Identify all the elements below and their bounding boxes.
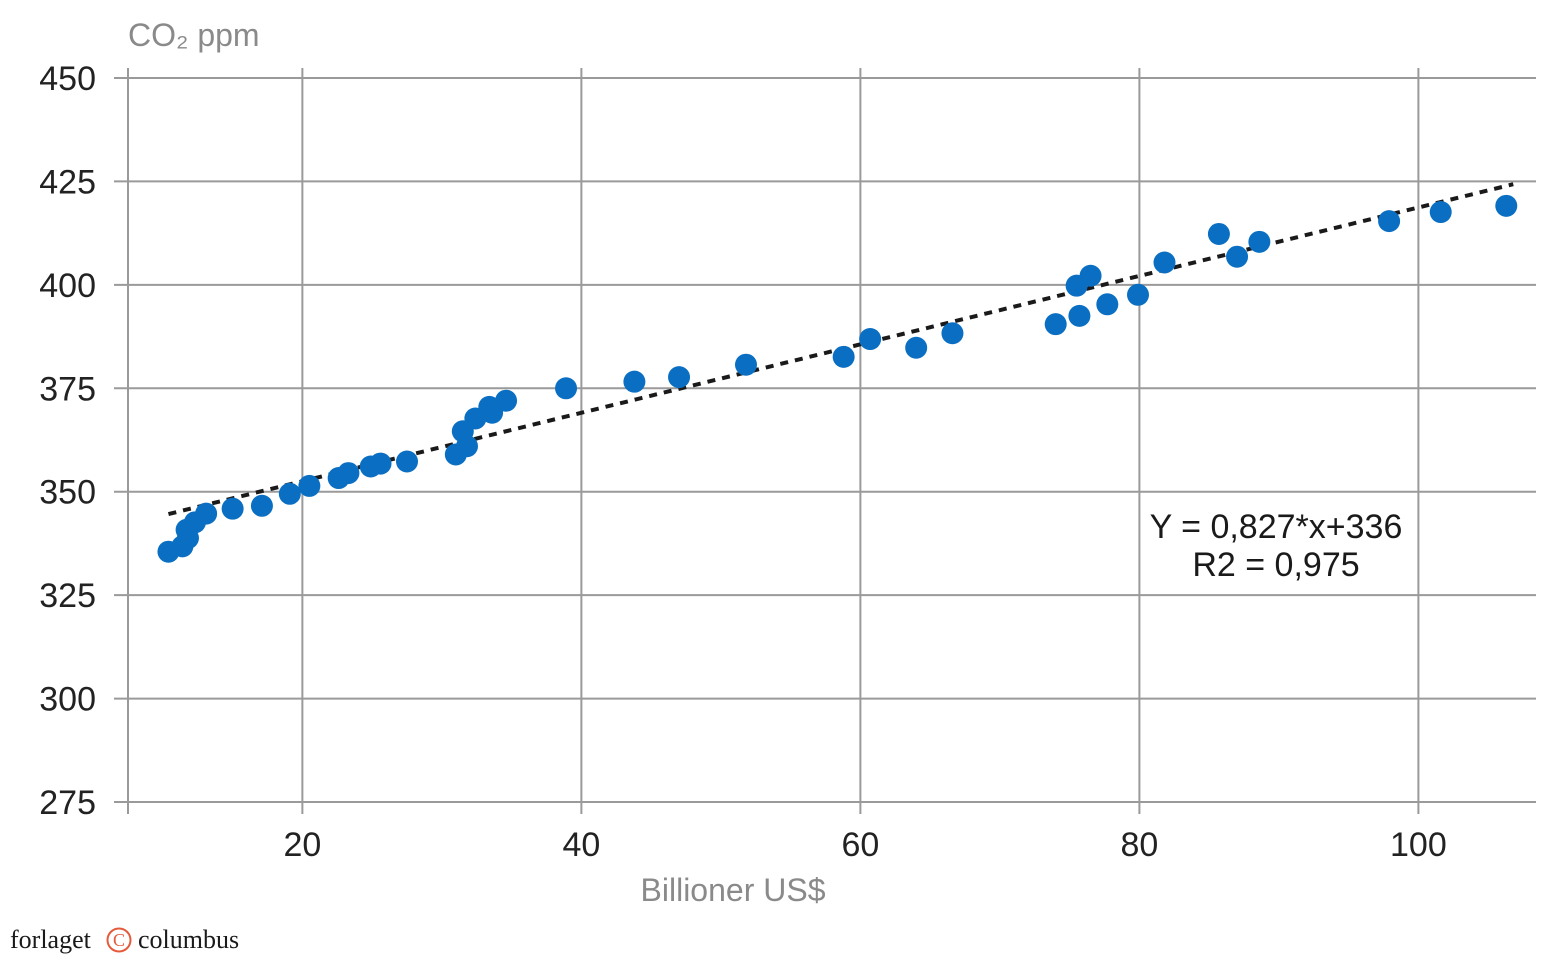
data-point	[1207, 222, 1230, 245]
publisher-logo: forlaget C columbus	[10, 925, 239, 954]
copyright-circle-icon	[106, 927, 132, 953]
y-tick-label: 325	[39, 577, 96, 615]
data-point	[859, 328, 882, 351]
logo-circle-letter: C	[113, 930, 125, 950]
x-axis-title: Billioner US$	[641, 872, 826, 908]
y-tick-label: 300	[39, 681, 96, 719]
data-point	[298, 474, 321, 497]
data-point	[221, 497, 244, 520]
y-axis-title: CO₂ ppm	[128, 17, 260, 53]
y-tick-label: 375	[39, 370, 96, 408]
data-point	[495, 389, 518, 412]
data-point	[832, 345, 855, 368]
data-point	[668, 366, 691, 389]
data-point	[905, 336, 928, 359]
data-point	[1153, 251, 1176, 274]
data-point	[1378, 210, 1401, 233]
regression-equation: Y = 0,827*x+336	[1150, 508, 1403, 546]
data-point	[1126, 283, 1149, 306]
x-tick-label: 40	[562, 826, 600, 864]
logo-word-forlaget: forlaget	[10, 925, 92, 954]
data-point	[1079, 264, 1102, 287]
data-point	[278, 482, 301, 505]
y-tick-label: 425	[39, 163, 96, 201]
data-point	[195, 502, 218, 525]
data-point	[369, 452, 392, 475]
x-tick-label: 100	[1390, 826, 1447, 864]
grid	[114, 68, 1536, 814]
data-point	[478, 395, 501, 418]
y-tick-label: 400	[39, 267, 96, 305]
r-squared: R2 = 0,975	[1192, 546, 1359, 584]
data-points	[157, 194, 1518, 563]
tick-labels: 275 300 325 350 375 400 425 450 20 40 60 80 100	[39, 60, 1446, 864]
data-point	[1096, 293, 1119, 316]
data-point	[1226, 245, 1249, 268]
data-point	[1495, 194, 1518, 217]
data-point	[734, 353, 757, 376]
y-tick-label: 275	[39, 784, 96, 822]
y-tick-label: 450	[39, 60, 96, 98]
data-point	[1429, 201, 1452, 224]
data-point	[337, 462, 360, 485]
data-point	[623, 370, 646, 393]
y-tick-label: 350	[39, 474, 96, 512]
x-tick-label: 20	[283, 826, 321, 864]
data-point	[1068, 304, 1091, 327]
data-point	[1044, 313, 1067, 336]
x-tick-label: 80	[1120, 826, 1158, 864]
data-point	[250, 494, 273, 517]
data-point	[396, 450, 419, 473]
data-point	[941, 322, 964, 345]
data-point	[555, 377, 578, 400]
data-point	[1248, 230, 1271, 253]
x-tick-label: 60	[841, 826, 879, 864]
logo-word-columbus: columbus	[138, 925, 239, 954]
